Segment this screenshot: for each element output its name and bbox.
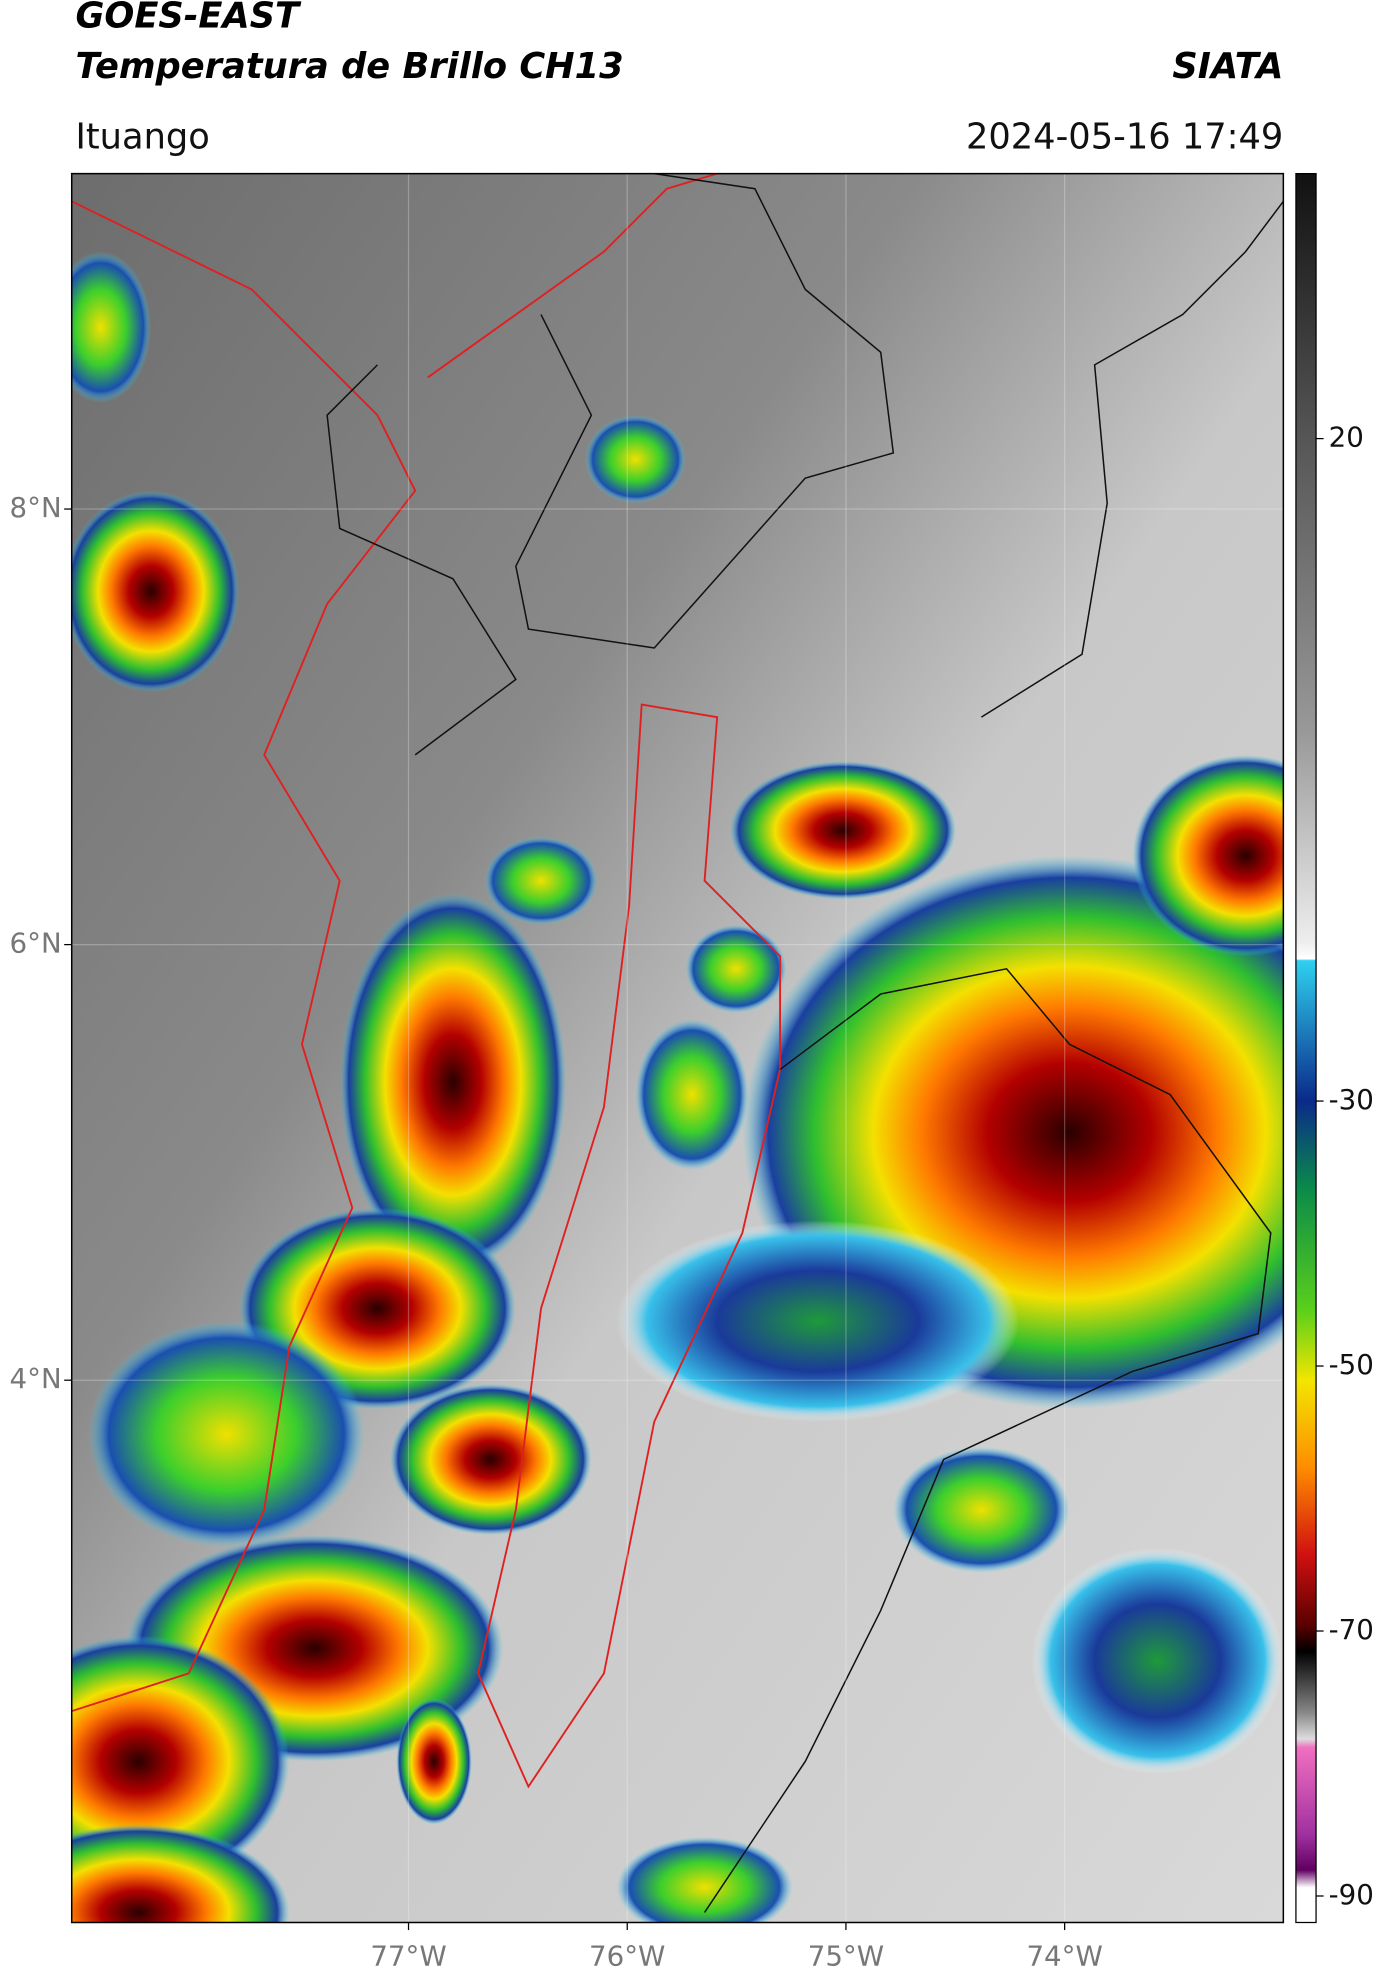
cloud	[88, 1321, 365, 1548]
x-tick-label: 75°W	[808, 1940, 884, 1973]
colorbar-tick-label: 20	[1329, 421, 1364, 454]
y-tick-label: 8°N	[10, 491, 62, 524]
cloud	[685, 924, 787, 1013]
cloud	[71, 490, 240, 692]
cloud	[893, 1446, 1070, 1573]
admin-border	[326, 364, 517, 756]
cloud	[729, 761, 957, 900]
coastline	[427, 173, 718, 379]
cloud	[1031, 1547, 1284, 1775]
timestamp: 2024-05-16 17:49	[966, 116, 1283, 157]
cloud	[616, 1220, 1020, 1422]
x-tick-label: 77°W	[370, 1940, 446, 1973]
cloud	[484, 836, 598, 925]
title-line2: Temperatura de Brillo CH13	[75, 46, 623, 87]
y-tick-label: 6°N	[10, 927, 62, 960]
region: Ituango	[75, 116, 209, 157]
cloud	[396, 1698, 472, 1825]
colorbar-tick-label: -50	[1329, 1348, 1374, 1381]
cloud	[585, 415, 686, 504]
cloud	[635, 1019, 749, 1171]
map-frame	[70, 172, 1285, 1924]
colorbar-tick-label: -70	[1329, 1613, 1374, 1646]
title-line1: GOES-EAST	[75, 0, 302, 37]
cloud	[1132, 754, 1284, 957]
x-tick-label: 74°W	[1026, 1940, 1102, 1973]
y-tick-label: 4°N	[10, 1362, 62, 1395]
cloud	[390, 1383, 592, 1535]
admin-border	[515, 173, 895, 649]
brand: SIATA	[1172, 46, 1283, 87]
coastline	[71, 200, 417, 1713]
satellite-image	[71, 173, 1284, 1923]
cloud	[71, 1635, 290, 1888]
colorbar-tick-label: -90	[1329, 1878, 1374, 1911]
cloud	[71, 1824, 290, 1923]
admin-border	[980, 200, 1284, 718]
cloud	[71, 251, 151, 403]
cloud	[339, 893, 567, 1271]
cloud	[616, 1836, 793, 1923]
admin-border	[703, 967, 1272, 1913]
x-tick-label: 76°W	[589, 1940, 665, 1973]
colorbar	[1295, 172, 1317, 1924]
region-border	[477, 703, 782, 1789]
colorbar-tick-label: -30	[1329, 1083, 1374, 1116]
